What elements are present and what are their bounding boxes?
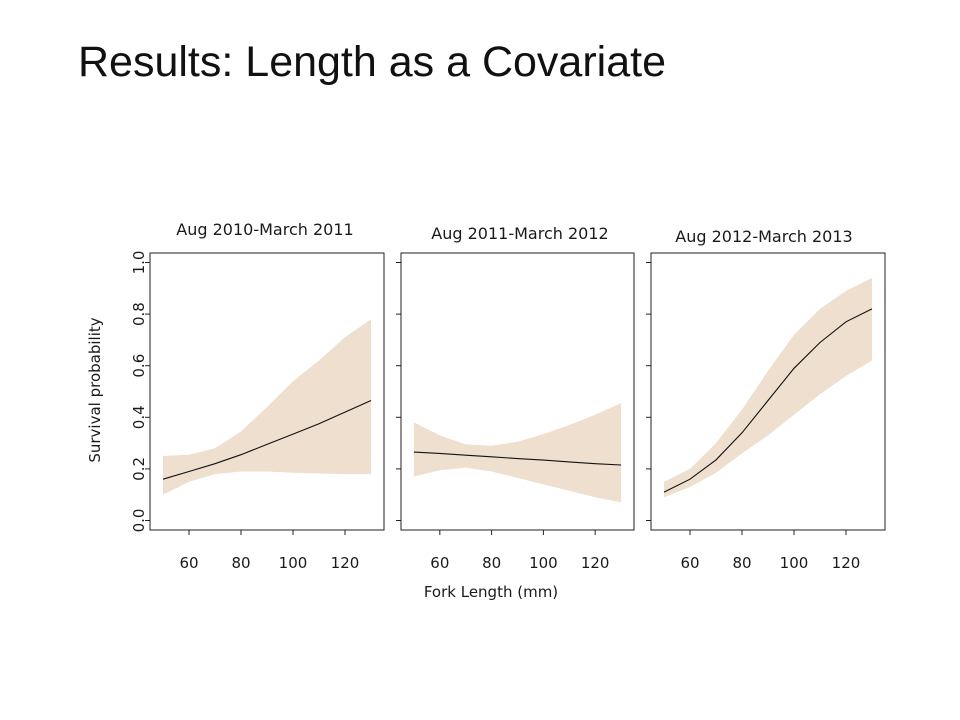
x-tick-label: 60 <box>680 554 699 572</box>
x-tick-label: 60 <box>430 554 449 572</box>
y-tick-label: 1.0 <box>130 251 148 275</box>
slide-title: Results: Length as a Covariate <box>78 38 666 86</box>
y-tick-label: 0.6 <box>130 354 148 378</box>
x-tick-label: 100 <box>780 554 809 572</box>
y-tick-label: 0.8 <box>130 302 148 326</box>
estimate-line <box>413 451 622 466</box>
y-axis-label: Survival probability <box>86 317 104 462</box>
confidence-band <box>664 278 872 498</box>
x-tick-label: 80 <box>482 554 501 572</box>
panel-title: Aug 2011-March 2012 <box>431 224 608 243</box>
panel-frame <box>650 252 886 531</box>
x-tick-label: 120 <box>832 554 861 572</box>
x-tick-label: 80 <box>732 554 751 572</box>
confidence-band <box>163 319 371 495</box>
x-tick-label: 60 <box>179 554 198 572</box>
panel-3: 60 80 100 120 Aug 2012-March 2013 <box>646 227 886 572</box>
estimate-line <box>162 399 372 480</box>
panel-frame <box>400 252 635 531</box>
panel-2: 60 80 100 120 Aug 2011-March 2012 <box>396 224 635 572</box>
panel-title: Aug 2010-March 2011 <box>176 220 353 239</box>
y-tick-label: 0.0 <box>130 509 148 533</box>
confidence-band <box>413 403 622 503</box>
x-tick-label: 100 <box>529 554 558 572</box>
estimate-line <box>663 308 873 493</box>
x-tick-label: 120 <box>331 554 360 572</box>
x-tick-label: 80 <box>231 554 250 572</box>
y-tick-label: 0.2 <box>130 457 148 481</box>
panel-title: Aug 2012-March 2013 <box>675 227 852 246</box>
panel-1: 60 80 100 120 Aug 2010-March 2011 0.0 0.2 0.4 0.… <box>130 220 385 572</box>
x-tick-label: 100 <box>279 554 308 572</box>
y-tick-label: 0.4 <box>130 405 148 429</box>
x-tick-label: 120 <box>581 554 610 572</box>
x-axis-label: Fork Length (mm) <box>424 583 558 601</box>
panel-frame <box>149 252 385 531</box>
